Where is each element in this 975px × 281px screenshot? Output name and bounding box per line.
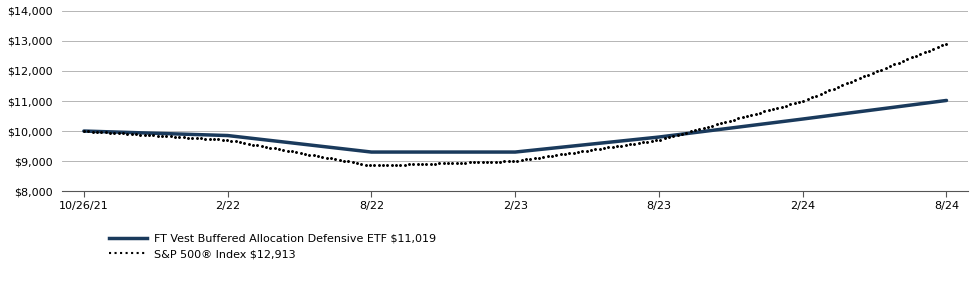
Legend: FT Vest Buffered Allocation Defensive ETF $11,019, S&P 500® Index $12,913: FT Vest Buffered Allocation Defensive ET… (104, 229, 441, 264)
